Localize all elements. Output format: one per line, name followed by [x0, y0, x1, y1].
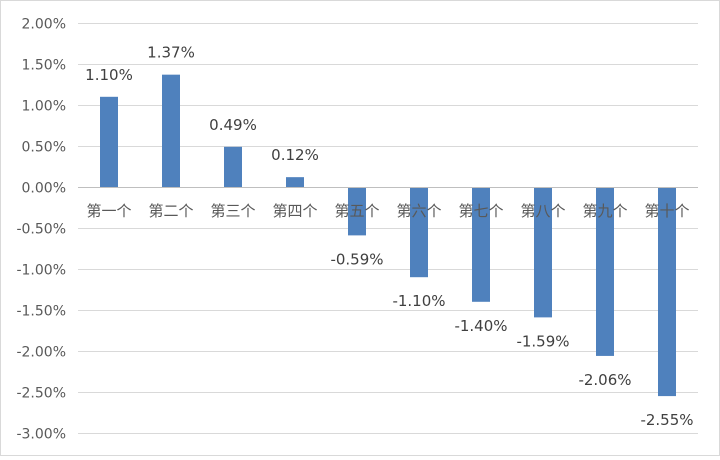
- category-label: 第六个: [396, 202, 441, 220]
- category-label: 第五个: [334, 202, 379, 220]
- y-tick-label: -3.00%: [16, 427, 66, 443]
- y-tick-label: 0.50%: [22, 140, 66, 156]
- bar: [100, 96, 118, 187]
- bar: [348, 187, 366, 236]
- bars: [100, 74, 676, 397]
- category-label: 第八个: [520, 202, 565, 220]
- bar: [472, 187, 490, 302]
- category-label: 第三个: [210, 202, 255, 220]
- data-label: -2.55%: [640, 411, 693, 429]
- y-tick-label: 2.00%: [22, 17, 66, 33]
- y-axis-tick-labels: 2.00% 1.50% 1.00% 0.50% 0.00% -0.50% -1.00% -1.…: [16, 17, 66, 443]
- y-tick-label: 1.50%: [22, 58, 66, 74]
- category-label: 第二个: [148, 202, 193, 220]
- category-labels: 第一个 第二个 第三个 第四个 第五个 第六个 第七个 第八个 第九个 第十个: [86, 202, 689, 220]
- bar: [658, 187, 676, 397]
- category-label: 第一个: [86, 202, 131, 220]
- y-tick-label: -1.00%: [16, 263, 66, 279]
- data-label: -0.59%: [330, 250, 383, 268]
- bar: [534, 187, 552, 318]
- bar: [410, 187, 428, 278]
- gridlines: [78, 23, 698, 434]
- data-label: 1.10%: [85, 66, 133, 84]
- bar: [224, 146, 242, 187]
- data-label: -1.10%: [392, 292, 445, 310]
- category-label: 第七个: [458, 202, 503, 220]
- y-tick-label: 0.00%: [22, 181, 66, 197]
- y-tick-label: -1.50%: [16, 304, 66, 320]
- data-label: 1.37%: [147, 44, 195, 62]
- category-label: 第四个: [272, 202, 317, 220]
- category-label: 第九个: [582, 202, 627, 220]
- bar: [162, 74, 180, 187]
- data-label: -1.40%: [454, 317, 507, 335]
- data-labels: 1.10% 1.37% 0.49% 0.12% -0.59% -1.10% -1.40% -1…: [85, 44, 693, 429]
- y-tick-label: 1.00%: [22, 99, 66, 115]
- y-tick-label: -2.00%: [16, 345, 66, 361]
- category-label: 第十个: [644, 202, 689, 220]
- data-label: -1.59%: [516, 332, 569, 350]
- bar: [596, 187, 614, 356]
- data-label: 0.12%: [271, 146, 319, 164]
- data-label: 0.49%: [209, 116, 257, 134]
- y-tick-label: -0.50%: [16, 222, 66, 238]
- bar: [286, 177, 304, 187]
- data-label: -2.06%: [578, 371, 631, 389]
- y-tick-label: -2.50%: [16, 386, 66, 402]
